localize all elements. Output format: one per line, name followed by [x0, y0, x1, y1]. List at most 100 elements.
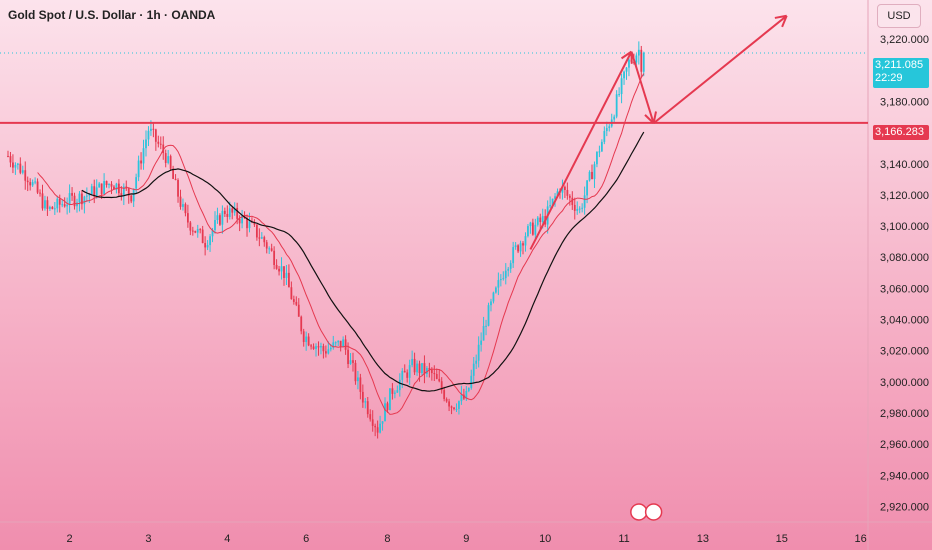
candle-body [260, 237, 263, 239]
time-tick-label: 6 [303, 533, 309, 545]
candle-body [566, 189, 569, 196]
candle-body [389, 388, 391, 411]
candle-body [640, 49, 643, 72]
candle-body [509, 263, 512, 269]
candle-body [147, 130, 150, 140]
candle-body [186, 213, 189, 223]
candle-body [317, 346, 320, 348]
candle-body [312, 346, 315, 349]
candle-body [475, 360, 478, 364]
candle-body [379, 423, 381, 433]
candle-body [497, 280, 500, 288]
candle-body [344, 339, 347, 350]
candle-body [423, 363, 426, 374]
candle-body [39, 192, 41, 194]
candle-body [620, 78, 623, 95]
candle-body [485, 325, 487, 327]
candle-body [618, 94, 621, 96]
candle-body [507, 268, 510, 271]
fast-moving-average [37, 73, 645, 415]
candle-body [342, 339, 345, 348]
candle-body [44, 200, 46, 209]
candle-body [406, 372, 409, 378]
candle-body [522, 243, 524, 246]
candle-body [615, 94, 618, 117]
forecast-arrow [652, 15, 788, 125]
candle-body [490, 301, 492, 306]
candle-body [66, 204, 69, 207]
candle-body [359, 377, 362, 392]
candle-body [93, 186, 96, 197]
candle-body [53, 208, 56, 210]
time-tick-label: 2 [67, 533, 73, 545]
candle-body [371, 419, 374, 426]
candle-body [253, 222, 256, 225]
candle-body [524, 236, 527, 246]
candle-body [637, 49, 640, 56]
candle-body [455, 408, 458, 410]
candle-body [127, 188, 130, 196]
candle-body [588, 171, 591, 181]
candle-body [418, 363, 421, 374]
candle-body [115, 183, 118, 190]
candle-body [470, 375, 473, 388]
candle-body [226, 213, 229, 217]
candle-body [581, 207, 584, 209]
candle-body [231, 208, 234, 213]
candle-body [228, 208, 231, 217]
candle-body [182, 204, 184, 207]
candle-body [369, 414, 372, 420]
candle-body [337, 340, 340, 343]
candle-body [241, 214, 243, 224]
candle-body [495, 287, 497, 293]
event-icon-flag [644, 503, 663, 521]
candle-body [534, 224, 537, 235]
candle-body [292, 299, 295, 302]
time-tick-label: 3 [145, 533, 151, 545]
candle-body [214, 220, 216, 231]
candle-body [398, 379, 401, 391]
candle-body [122, 186, 125, 197]
candle-body [512, 247, 515, 264]
candle-body [174, 178, 177, 180]
price-tick-label: 3,060.000 [880, 283, 929, 295]
candle-body [334, 342, 337, 344]
candle-body [354, 362, 357, 382]
candle-body [16, 163, 19, 165]
candle-body [137, 160, 140, 178]
candle-body [283, 266, 285, 278]
candle-body [51, 206, 54, 209]
candle-body [73, 195, 76, 207]
candle-body [411, 358, 414, 366]
candle-body [56, 198, 59, 209]
candle-body [14, 164, 17, 168]
currency-button[interactable]: USD [877, 4, 921, 28]
candle-body [322, 346, 325, 352]
candle-body [628, 59, 630, 68]
candle-body [603, 131, 606, 142]
candle-body [642, 53, 645, 72]
candle-body [248, 221, 251, 229]
candle-body [108, 183, 110, 186]
candle-body [179, 196, 182, 207]
candle-body [140, 160, 142, 164]
candle-body [386, 403, 389, 411]
candle-body [201, 229, 204, 244]
candle-body [349, 360, 352, 365]
time-tick-label: 4 [224, 533, 230, 545]
price-tick-label: 3,120.000 [880, 190, 929, 202]
candle-body [83, 196, 86, 205]
candle-body [145, 139, 147, 149]
candle-body [374, 425, 377, 428]
candle-body [361, 391, 364, 403]
candle-body [88, 194, 91, 196]
candle-body [270, 248, 273, 251]
candle-body [307, 336, 310, 346]
candle-body [285, 272, 288, 278]
candle-body [189, 222, 192, 231]
forecast-arrow [630, 51, 655, 124]
candle-body [24, 170, 27, 181]
candle-body [598, 151, 601, 153]
